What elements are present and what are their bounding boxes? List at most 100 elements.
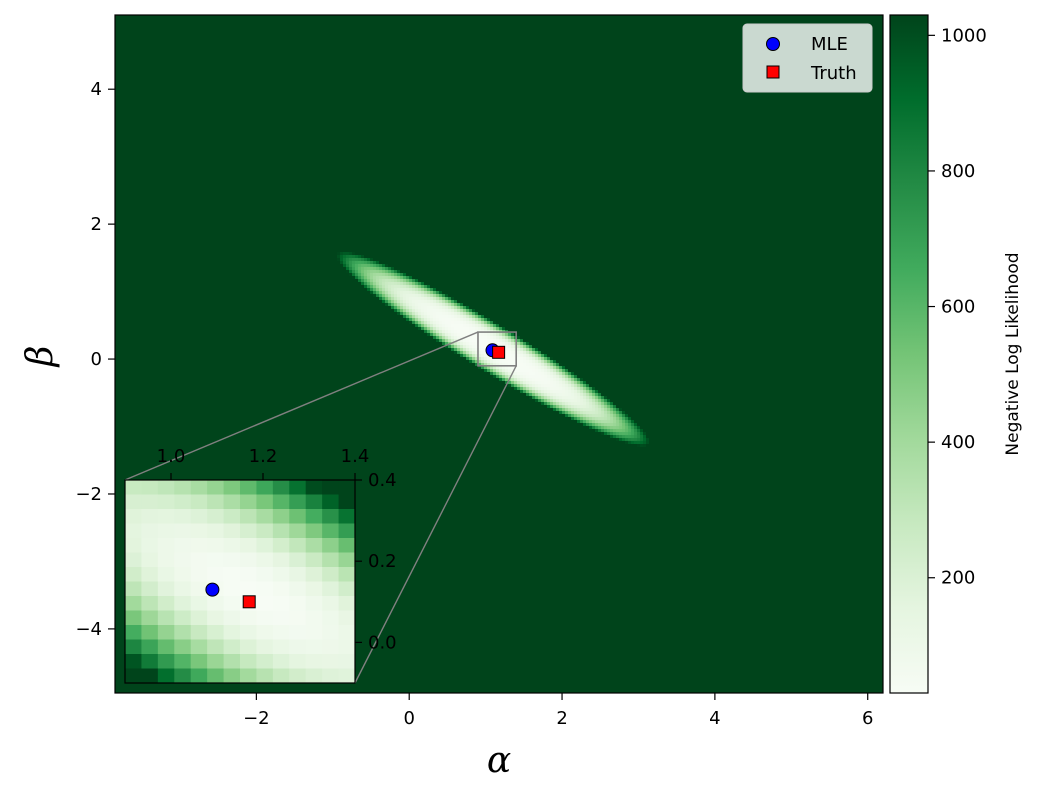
heatmap-cell	[418, 306, 422, 310]
colorbar-tick-label: 600	[941, 297, 975, 318]
heatmap-cell	[343, 252, 350, 256]
heatmap-cell	[115, 153, 883, 157]
heatmap-cell	[499, 336, 503, 340]
heatmap-cell	[505, 366, 509, 370]
heatmap-cell	[394, 309, 398, 313]
heatmap-cell	[406, 276, 410, 280]
inset-cell	[190, 610, 208, 626]
heatmap-cell	[454, 312, 458, 316]
x-axis-ticks: −2 0 2 4 6	[243, 693, 873, 729]
heatmap-cell	[388, 288, 392, 292]
heatmap-cell	[115, 663, 883, 667]
heatmap-cell	[436, 327, 440, 331]
heatmap-cell	[115, 360, 470, 364]
heatmap-cell	[601, 408, 605, 412]
heatmap-cell	[469, 327, 473, 331]
heatmap-cell	[607, 396, 883, 400]
heatmap-cell	[466, 315, 470, 319]
heatmap-cell	[115, 84, 883, 88]
heatmap-cell	[430, 315, 434, 319]
heatmap-cell	[625, 438, 629, 442]
heatmap-cell	[358, 264, 362, 268]
heatmap-cell	[526, 387, 530, 391]
heatmap-cell	[535, 399, 539, 403]
inset-cell	[338, 668, 355, 683]
heatmap-cell	[115, 420, 578, 424]
heatmap-cell	[481, 363, 485, 367]
heatmap-cell	[382, 288, 386, 292]
heatmap-cell	[487, 318, 491, 322]
heatmap-cell	[556, 366, 560, 370]
heatmap-cell	[547, 375, 551, 379]
heatmap-cell	[115, 333, 428, 337]
heatmap-cell	[544, 387, 548, 391]
heatmap-cell	[553, 408, 557, 412]
heatmap-cell	[412, 306, 416, 310]
heatmap-cell	[496, 342, 500, 346]
heatmap-cell	[616, 423, 620, 427]
heatmap-cell	[373, 294, 377, 298]
heatmap-cell	[433, 333, 437, 337]
heatmap-cell	[553, 405, 557, 409]
heatmap-cell	[538, 354, 542, 358]
heatmap-cell	[409, 297, 413, 301]
heatmap-cell	[547, 360, 551, 364]
heatmap-cell	[430, 288, 434, 292]
heatmap-cell	[604, 420, 608, 424]
heatmap-cell	[115, 222, 883, 226]
heatmap-cell	[568, 387, 572, 391]
heatmap-cell	[382, 270, 386, 274]
heatmap-cell	[604, 408, 608, 412]
inset-y-tick-label: 0.0	[368, 632, 397, 653]
heatmap-cell	[115, 132, 883, 136]
heatmap-cell	[637, 426, 641, 430]
heatmap-cell	[115, 294, 374, 298]
heatmap-cell	[637, 423, 883, 427]
heatmap-cell	[463, 348, 467, 352]
heatmap-cell	[598, 408, 602, 412]
heatmap-cell	[115, 474, 883, 478]
heatmap-cell	[574, 405, 578, 409]
inset-cell	[141, 552, 159, 568]
heatmap-cell	[556, 381, 560, 385]
heatmap-cell	[601, 393, 883, 397]
heatmap-cell	[430, 327, 434, 331]
heatmap-cell	[532, 393, 536, 397]
heatmap-cell	[115, 366, 479, 370]
inset-cell	[174, 552, 192, 568]
heatmap-cell	[115, 336, 434, 340]
heatmap-cell	[421, 309, 425, 313]
inset-cell	[174, 523, 192, 539]
heatmap-cell	[553, 393, 557, 397]
heatmap-cell	[430, 318, 434, 322]
heatmap-cell	[607, 420, 611, 424]
inset-cell	[272, 494, 290, 510]
heatmap-cell	[502, 366, 506, 370]
heatmap-cell	[469, 357, 473, 361]
heatmap-cell	[388, 294, 392, 298]
heatmap-cell	[544, 363, 548, 367]
heatmap-cell	[544, 369, 548, 373]
heatmap-cell	[562, 396, 569, 400]
heatmap-cell	[355, 270, 359, 274]
heatmap-cell	[508, 342, 512, 346]
heatmap-cell	[529, 348, 533, 352]
heatmap-cell	[475, 354, 479, 358]
heatmap-cell	[469, 345, 473, 349]
heatmap-cell	[115, 438, 617, 442]
heatmap-cell	[412, 288, 416, 292]
heatmap-cell	[505, 351, 509, 355]
heatmap-cell	[484, 315, 883, 319]
heatmap-cell	[559, 396, 563, 400]
heatmap-cell	[115, 87, 883, 91]
inset-cell	[272, 654, 290, 669]
heatmap-cell	[433, 324, 437, 328]
heatmap-cell	[511, 339, 515, 343]
heatmap-cell	[580, 405, 584, 409]
heatmap-cell	[535, 396, 539, 400]
heatmap-cell	[115, 432, 602, 436]
heatmap-cell	[457, 330, 464, 334]
heatmap-cell	[412, 309, 416, 313]
heatmap-cell	[472, 348, 476, 352]
inset-cell	[125, 668, 142, 683]
